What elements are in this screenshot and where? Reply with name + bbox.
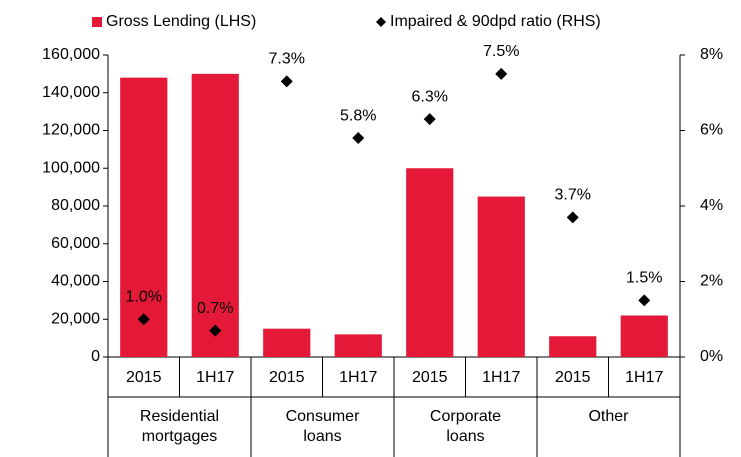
- y-tick-label: 160,000: [42, 46, 100, 63]
- y-tick-label: 40,000: [51, 273, 100, 290]
- y-tick-label: 20,000: [51, 310, 100, 327]
- group-label: Consumer loans: [285, 408, 360, 445]
- y-tick-label: 100,000: [42, 159, 100, 176]
- y2-tick-label: 4%: [700, 197, 723, 214]
- marker: [495, 67, 508, 80]
- y2-tick-label: 8%: [700, 46, 723, 63]
- bar: [549, 336, 597, 357]
- legend-label: Gross Lending (LHS): [106, 13, 256, 30]
- data-label: 1.0%: [126, 288, 162, 305]
- data-label: 3.7%: [555, 187, 591, 204]
- bar: [191, 73, 239, 357]
- y-tick-label: 0: [91, 348, 100, 365]
- group-label: Other: [588, 408, 629, 425]
- bar: [406, 168, 454, 357]
- y-tick-label: 120,000: [42, 122, 100, 139]
- marker: [209, 324, 222, 337]
- legend-marker: [376, 17, 386, 27]
- bar: [620, 315, 668, 357]
- x-tick-label: 1H17: [482, 369, 520, 386]
- bar: [120, 77, 168, 358]
- x-tick-label: 1H17: [339, 369, 377, 386]
- y-tick-label: 60,000: [51, 235, 100, 252]
- x-tick-label: 2015: [555, 369, 591, 386]
- data-label: 0.7%: [197, 300, 233, 317]
- data-label: 1.5%: [626, 270, 662, 287]
- legend-marker: [92, 17, 102, 27]
- y-tick-label: 140,000: [42, 84, 100, 101]
- marker: [566, 211, 579, 224]
- data-label: 6.3%: [412, 88, 448, 105]
- marker: [352, 132, 365, 145]
- data-label: 7.5%: [483, 43, 519, 60]
- data-label: 5.8%: [340, 107, 376, 124]
- x-tick-label: 2015: [412, 369, 448, 386]
- x-tick-label: 1H17: [625, 369, 663, 386]
- legend-label: Impaired & 90dpd ratio (RHS): [390, 13, 601, 30]
- y-tick-label: 80,000: [51, 197, 100, 214]
- marker: [638, 294, 651, 307]
- x-tick-label: 2015: [269, 369, 305, 386]
- x-tick-label: 2015: [126, 369, 162, 386]
- group-label: Corporate loans: [429, 408, 502, 445]
- y2-tick-label: 6%: [700, 122, 723, 139]
- bar: [263, 328, 311, 357]
- group-label: Residential mortgages: [139, 408, 220, 445]
- bar: [334, 334, 382, 357]
- marker: [137, 313, 150, 326]
- bar: [477, 196, 525, 357]
- data-label: 7.3%: [269, 51, 305, 68]
- marker: [280, 75, 293, 88]
- y2-tick-label: 0%: [700, 348, 723, 365]
- y2-tick-label: 2%: [700, 273, 723, 290]
- marker: [423, 113, 436, 126]
- x-tick-label: 1H17: [196, 369, 234, 386]
